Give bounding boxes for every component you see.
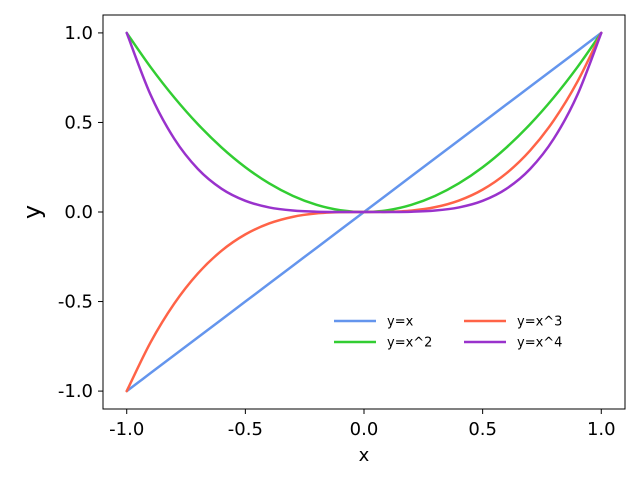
legend-item: y=x — [334, 315, 414, 330]
series-line-2 — [125, 31, 603, 214]
y-axis-label: y — [18, 205, 46, 219]
series-layer — [125, 31, 603, 393]
y-tick-label: -1.0 — [58, 381, 93, 402]
legend-label: y=x — [387, 315, 414, 330]
x-tick-label: -1.0 — [109, 419, 144, 440]
x-tick-label: 0.0 — [350, 419, 379, 440]
legend-item: y=x^4 — [464, 336, 562, 351]
legend-item: y=x^3 — [464, 315, 562, 330]
series-line-4 — [125, 31, 603, 214]
x-axis: -1.0 -0.5 0.0 0.5 1.0 — [109, 409, 616, 440]
x-axis-label: x — [359, 445, 370, 466]
y-tick-label: 1.0 — [64, 23, 93, 44]
y-axis: -1.0 -0.5 0.0 0.5 1.0 — [58, 23, 103, 402]
x-tick-label: 1.0 — [587, 419, 616, 440]
x-tick-label: -0.5 — [228, 419, 263, 440]
y-tick-label: 0.5 — [64, 112, 93, 133]
legend-label: y=x^2 — [387, 336, 432, 351]
y-tick-label: -0.5 — [58, 292, 93, 313]
x-tick-label: 0.5 — [468, 419, 497, 440]
legend-item: y=x^2 — [334, 336, 432, 351]
legend-label: y=x^4 — [517, 336, 562, 351]
legend: y=x y=x^2 y=x^3 y=x^4 — [334, 315, 562, 351]
y-tick-label: 0.0 — [64, 202, 93, 223]
legend-label: y=x^3 — [517, 315, 562, 330]
